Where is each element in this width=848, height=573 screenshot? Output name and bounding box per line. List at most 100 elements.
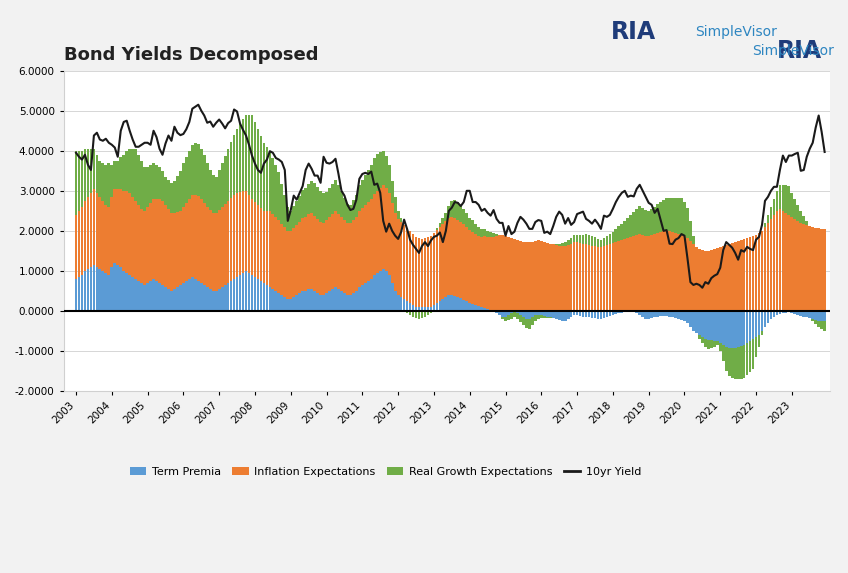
- Bar: [367, 202, 370, 281]
- Bar: [552, 311, 555, 318]
- Bar: [558, 246, 561, 311]
- Bar: [364, 205, 366, 283]
- Bar: [454, 218, 456, 296]
- Bar: [480, 237, 483, 307]
- Bar: [143, 167, 146, 211]
- Bar: [480, 307, 483, 311]
- Bar: [790, 311, 793, 313]
- Bar: [546, 311, 549, 317]
- Bar: [146, 283, 149, 311]
- Bar: [776, 211, 778, 311]
- Bar: [773, 311, 775, 317]
- Bar: [776, 191, 778, 211]
- Bar: [295, 201, 298, 225]
- Bar: [549, 317, 551, 318]
- Bar: [116, 161, 119, 189]
- Bar: [430, 311, 432, 313]
- Bar: [776, 311, 778, 315]
- Bar: [373, 275, 376, 311]
- Bar: [220, 163, 224, 207]
- Bar: [817, 320, 820, 327]
- Bar: [165, 287, 167, 311]
- Bar: [367, 281, 370, 311]
- Bar: [244, 115, 248, 191]
- Bar: [385, 271, 388, 311]
- Bar: [436, 303, 438, 311]
- Bar: [86, 269, 89, 311]
- Legend: Term Premia, Inflation Expectations, Real Growth Expectations, 10yr Yield: Term Premia, Inflation Expectations, Rea…: [126, 463, 645, 482]
- Bar: [179, 285, 181, 311]
- Bar: [576, 311, 578, 315]
- Bar: [220, 287, 224, 311]
- Bar: [450, 295, 453, 311]
- Bar: [179, 211, 181, 285]
- Bar: [313, 291, 316, 311]
- Bar: [376, 191, 378, 273]
- Bar: [794, 219, 796, 311]
- Bar: [751, 339, 755, 369]
- Bar: [215, 291, 218, 311]
- Bar: [528, 242, 531, 311]
- Bar: [448, 295, 450, 311]
- Bar: [96, 267, 98, 311]
- Bar: [84, 149, 86, 201]
- Bar: [346, 203, 349, 223]
- Bar: [427, 311, 429, 315]
- Bar: [248, 273, 250, 311]
- Bar: [415, 307, 417, 311]
- Bar: [173, 289, 176, 311]
- Bar: [710, 340, 712, 348]
- Bar: [788, 215, 790, 311]
- Bar: [248, 195, 250, 273]
- Bar: [572, 235, 576, 242]
- Bar: [382, 269, 385, 311]
- Bar: [75, 279, 77, 311]
- Bar: [633, 311, 635, 312]
- Bar: [743, 311, 745, 345]
- Bar: [820, 311, 823, 321]
- Bar: [167, 209, 170, 289]
- Bar: [399, 297, 403, 311]
- Bar: [814, 320, 817, 324]
- Bar: [510, 238, 513, 311]
- Bar: [259, 208, 262, 281]
- Bar: [802, 223, 805, 311]
- Bar: [203, 203, 205, 285]
- Bar: [590, 311, 594, 318]
- Bar: [263, 143, 265, 211]
- Bar: [671, 311, 674, 317]
- Bar: [603, 238, 605, 246]
- Bar: [438, 223, 441, 227]
- Bar: [307, 289, 310, 311]
- Bar: [86, 149, 89, 197]
- Bar: [639, 234, 641, 311]
- Bar: [633, 211, 635, 236]
- Bar: [212, 175, 215, 213]
- Bar: [504, 236, 507, 311]
- Bar: [486, 231, 489, 237]
- Bar: [808, 226, 811, 311]
- Bar: [388, 275, 391, 311]
- Bar: [483, 308, 486, 311]
- Bar: [248, 115, 250, 195]
- Bar: [609, 311, 611, 316]
- Bar: [582, 235, 584, 244]
- Bar: [370, 165, 372, 199]
- Bar: [513, 311, 516, 317]
- Bar: [617, 241, 620, 311]
- Bar: [421, 239, 423, 307]
- Bar: [564, 311, 566, 321]
- Bar: [161, 171, 164, 201]
- Bar: [128, 193, 131, 275]
- Bar: [92, 265, 95, 311]
- Bar: [319, 295, 322, 311]
- Bar: [716, 248, 718, 311]
- Bar: [734, 242, 737, 311]
- Bar: [269, 211, 271, 287]
- Bar: [242, 273, 244, 311]
- Bar: [295, 225, 298, 295]
- Bar: [486, 309, 489, 311]
- Bar: [516, 313, 519, 319]
- Bar: [492, 237, 495, 311]
- Bar: [728, 311, 731, 348]
